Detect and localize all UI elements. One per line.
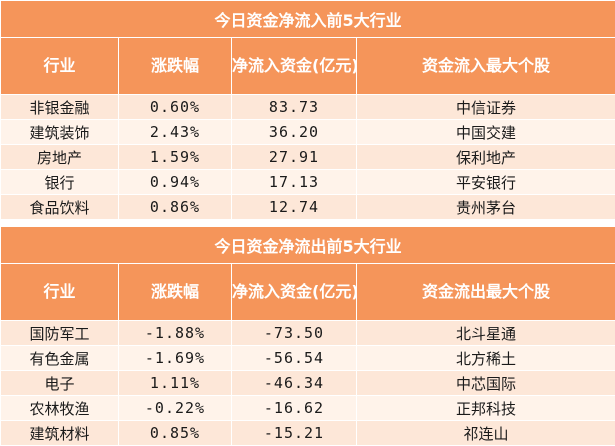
- inflow-title: 今日资金净流入前5大行业: [1, 1, 615, 38]
- inflow-table: 今日资金净流入前5大行业 行业 涨跌幅 净流入资金(亿元) 资金流入最大个股 非…: [0, 0, 615, 220]
- net-flow-cell: -46.34: [232, 371, 357, 396]
- industry-cell: 有色金属: [1, 346, 119, 371]
- outflow-header-stock: 资金流出最大个股: [357, 264, 615, 321]
- table-row: 食品饮料 0.86% 12.74 贵州茅台: [1, 195, 615, 220]
- change-cell: -1.69%: [119, 346, 232, 371]
- change-cell: -0.22%: [119, 396, 232, 421]
- stock-cell: 贵州茅台: [357, 195, 615, 220]
- stock-cell: 北方稀土: [357, 346, 615, 371]
- change-cell: 0.86%: [119, 195, 232, 220]
- net-flow-cell: 27.91: [232, 145, 357, 170]
- table-row: 银行 0.94% 17.13 平安银行: [1, 170, 615, 195]
- outflow-header-industry: 行业: [1, 264, 119, 321]
- table-row: 电子 1.11% -46.34 中芯国际: [1, 371, 615, 396]
- inflow-header-net: 净流入资金(亿元): [232, 38, 357, 95]
- outflow-header-change: 涨跌幅: [119, 264, 232, 321]
- outflow-title: 今日资金净流出前5大行业: [1, 227, 615, 264]
- net-flow-cell: 17.13: [232, 170, 357, 195]
- stock-cell: 北斗星通: [357, 321, 615, 346]
- change-cell: -1.88%: [119, 321, 232, 346]
- industry-cell: 电子: [1, 371, 119, 396]
- net-flow-cell: -16.62: [232, 396, 357, 421]
- industry-cell: 银行: [1, 170, 119, 195]
- net-flow-cell: 83.73: [232, 95, 357, 120]
- industry-cell: 房地产: [1, 145, 119, 170]
- stock-cell: 平安银行: [357, 170, 615, 195]
- change-cell: 2.43%: [119, 120, 232, 145]
- table-row: 农林牧渔 -0.22% -16.62 正邦科技: [1, 396, 615, 421]
- table-row: 房地产 1.59% 27.91 保利地产: [1, 145, 615, 170]
- table-row: 有色金属 -1.69% -56.54 北方稀土: [1, 346, 615, 371]
- inflow-header-industry: 行业: [1, 38, 119, 95]
- net-flow-cell: -56.54: [232, 346, 357, 371]
- table-row: 国防军工 -1.88% -73.50 北斗星通: [1, 321, 615, 346]
- outflow-table: 今日资金净流出前5大行业 行业 涨跌幅 净流入资金(亿元) 资金流出最大个股 国…: [0, 226, 615, 446]
- stock-cell: 保利地产: [357, 145, 615, 170]
- change-cell: 0.85%: [119, 421, 232, 446]
- net-flow-cell: 36.20: [232, 120, 357, 145]
- industry-cell: 食品饮料: [1, 195, 119, 220]
- industry-cell: 国防军工: [1, 321, 119, 346]
- change-cell: 0.94%: [119, 170, 232, 195]
- net-flow-cell: -15.21: [232, 421, 357, 446]
- change-cell: 0.60%: [119, 95, 232, 120]
- stock-cell: 中芯国际: [357, 371, 615, 396]
- industry-cell: 非银金融: [1, 95, 119, 120]
- inflow-header-stock: 资金流入最大个股: [357, 38, 615, 95]
- industry-cell: 建筑装饰: [1, 120, 119, 145]
- inflow-header-change: 涨跌幅: [119, 38, 232, 95]
- net-flow-cell: -73.50: [232, 321, 357, 346]
- change-cell: 1.59%: [119, 145, 232, 170]
- outflow-header-net: 净流入资金(亿元): [232, 264, 357, 321]
- table-row: 建筑材料 0.85% -15.21 祁连山: [1, 421, 615, 446]
- table-row: 建筑装饰 2.43% 36.20 中国交建: [1, 120, 615, 145]
- table-row: 非银金融 0.60% 83.73 中信证券: [1, 95, 615, 120]
- industry-cell: 建筑材料: [1, 421, 119, 446]
- stock-cell: 中国交建: [357, 120, 615, 145]
- stock-cell: 祁连山: [357, 421, 615, 446]
- stock-cell: 中信证券: [357, 95, 615, 120]
- change-cell: 1.11%: [119, 371, 232, 396]
- outflow-header-net-text: 净流入资金(亿元): [232, 282, 357, 301]
- industry-cell: 农林牧渔: [1, 396, 119, 421]
- stock-cell: 正邦科技: [357, 396, 615, 421]
- inflow-header-net-text: 净流入资金(亿元): [232, 56, 357, 75]
- net-flow-cell: 12.74: [232, 195, 357, 220]
